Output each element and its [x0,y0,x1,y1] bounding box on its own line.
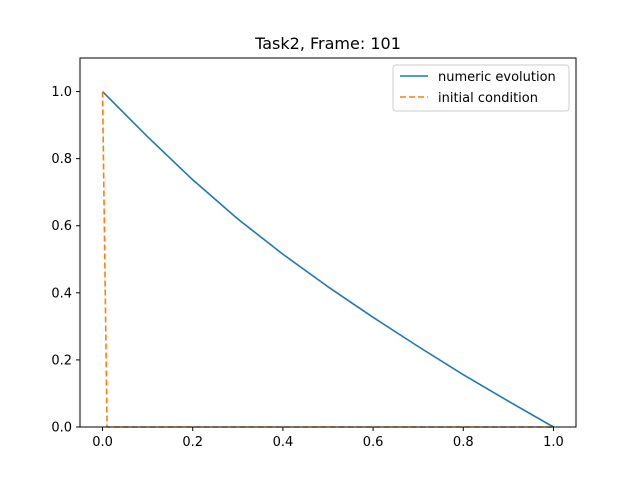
x-tick-label: 0.6 [363,435,384,450]
x-tick-label: 0.2 [182,435,203,450]
x-tick-label: 1.0 [543,435,564,450]
legend: numeric evolution initial condition [392,64,570,112]
legend-box [392,64,570,112]
chart-title: Task2, Frame: 101 [254,34,401,53]
y-tick-label: 1.0 [51,85,72,100]
legend-label-numeric-evolution: numeric evolution [438,70,556,85]
x-tick-label: 0.4 [273,435,294,450]
axes-background [80,58,576,427]
series-line-numeric-evolution [101,90,554,428]
x-tick-label: 0.0 [92,435,113,450]
y-tick-label: 0.8 [51,152,72,167]
x-tick-label: 0.8 [453,435,474,450]
y-tick-label: 0.2 [51,353,72,368]
axes-frame [79,57,577,428]
y-tick-label: 0.6 [51,219,72,234]
plot-area: 0.0 0.2 0.4 0.6 0.8 1.0 0.0 0.2 0.4 0.6 0.8 1.0 [51,57,577,450]
y-axis-ticks: 0.0 0.2 0.4 0.6 0.8 1.0 [51,85,80,436]
y-tick-label: 0.0 [51,421,72,436]
y-tick-label: 0.4 [51,286,72,301]
x-axis-ticks: 0.0 0.2 0.4 0.6 0.8 1.0 [92,427,564,450]
legend-label-initial-condition: initial condition [438,91,538,106]
